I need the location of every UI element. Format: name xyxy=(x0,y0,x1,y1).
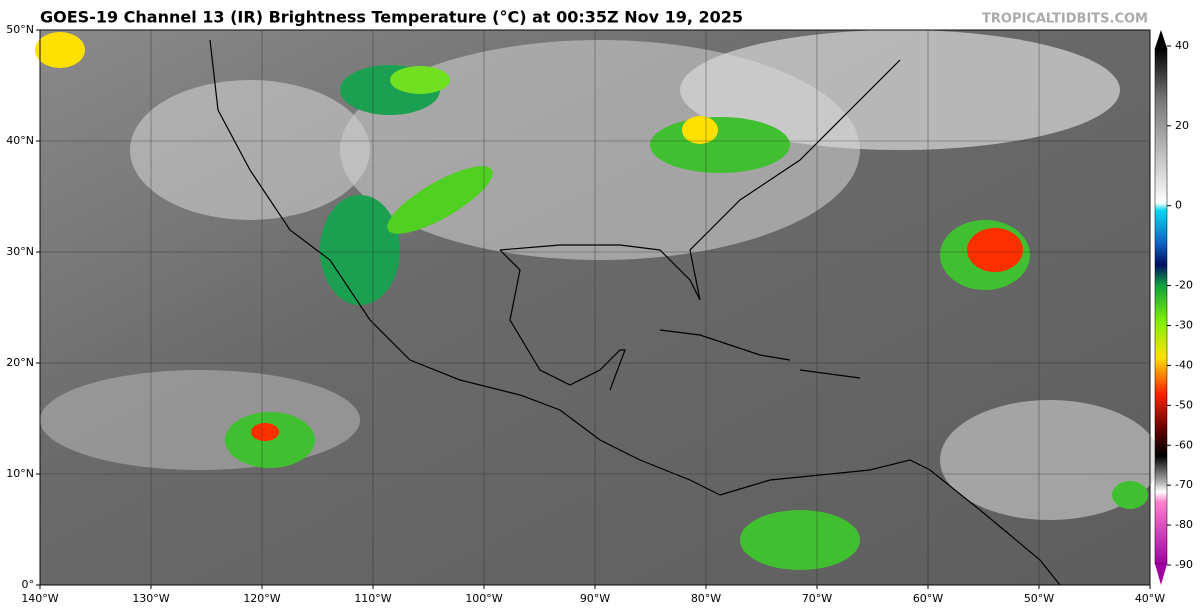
y-tick-label: 30°N xyxy=(6,245,34,258)
x-tick-label: 110°W xyxy=(354,592,391,605)
x-tick-label: 90°W xyxy=(580,592,610,605)
colorbar-tick-label: -30 xyxy=(1175,318,1193,331)
colorbar-tick-label: 0 xyxy=(1175,199,1182,212)
colorbar-tick-label: -90 xyxy=(1175,558,1193,571)
imagery xyxy=(35,30,1160,585)
x-tick-label: 70°W xyxy=(802,592,832,605)
coastlines xyxy=(209,39,1061,586)
x-tick-label: 100°W xyxy=(465,592,502,605)
y-tick-label: 20°N xyxy=(6,356,34,369)
colorbar-tick-label: -60 xyxy=(1175,438,1193,451)
x-tick-label: 130°W xyxy=(132,592,169,605)
watermark: TROPICALTIDBITS.COM xyxy=(982,12,1148,27)
colorbar-tick-label: -70 xyxy=(1175,478,1193,491)
x-tick-label: 40°W xyxy=(1135,592,1165,605)
x-tick-label: 60°W xyxy=(913,592,943,605)
y-tick-label: 10°N xyxy=(6,467,34,480)
colorbar-tick-label: -80 xyxy=(1175,518,1193,531)
y-tick-label: 0° xyxy=(22,578,35,591)
colorbar-tick-label: -40 xyxy=(1175,358,1193,371)
x-tick-label: 50°W xyxy=(1024,592,1054,605)
x-tick-label: 140°W xyxy=(21,592,58,605)
y-tick-label: 40°N xyxy=(6,134,34,147)
x-tick-label: 120°W xyxy=(243,592,280,605)
colorbar-tick-label: -50 xyxy=(1175,398,1193,411)
y-tick-label: 50°N xyxy=(6,23,34,36)
colorbar-tick-label: 40 xyxy=(1175,39,1189,52)
colorbar-tick-label: 20 xyxy=(1175,119,1189,132)
colorbar xyxy=(1154,30,1168,585)
colorbar-tick-label: -20 xyxy=(1175,279,1193,292)
title: GOES-19 Channel 13 (IR) Brightness Tempe… xyxy=(40,8,743,27)
x-tick-label: 80°W xyxy=(691,592,721,605)
